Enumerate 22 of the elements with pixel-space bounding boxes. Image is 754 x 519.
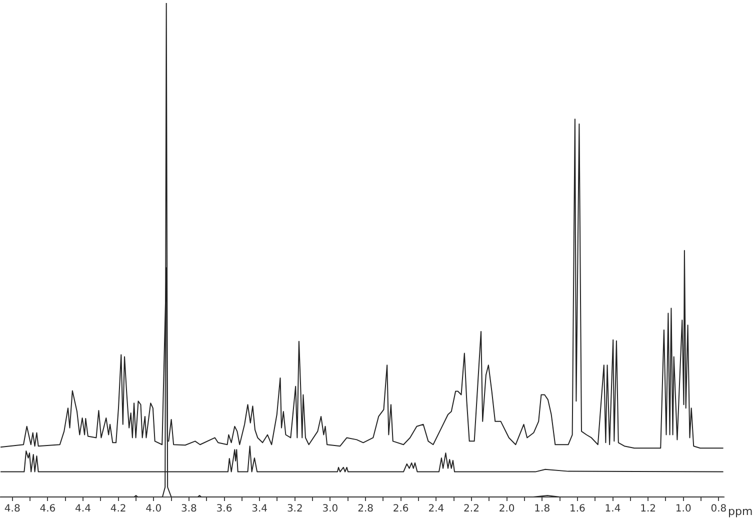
x-tick-label: 4.6: [40, 504, 56, 515]
x-tick-label: 1.8: [534, 504, 550, 515]
x-tick-label: 2.8: [358, 504, 374, 515]
x-tick-label: 2.6: [392, 504, 409, 515]
x-tick-label: 1.0: [675, 504, 692, 515]
x-axis-title: ppm: [728, 504, 753, 518]
x-tick-label: 4.2: [110, 504, 126, 515]
x-tick-label: 3.0: [322, 504, 338, 515]
x-tick-label: 1.6: [569, 504, 586, 515]
x-tick-label: 3.4: [252, 504, 268, 515]
x-tick-label: 4.8: [4, 504, 20, 515]
x-tick-label: 3.8: [180, 504, 197, 515]
x-tick-label: 2.2: [464, 504, 480, 515]
x-tick-label: 2.0: [498, 504, 515, 515]
x-tick-label: 4.4: [75, 504, 91, 515]
x-tick-label: 2.4: [428, 504, 444, 515]
x-tick-label: 0.8: [710, 504, 727, 515]
x-tick-label: 1.2: [640, 504, 656, 515]
x-tick-label: 3.2: [286, 504, 303, 515]
x-tick-label: 3.6: [216, 504, 232, 515]
x-tick-label: 4.0: [146, 504, 162, 515]
x-tick-label: 1.4: [604, 504, 621, 515]
